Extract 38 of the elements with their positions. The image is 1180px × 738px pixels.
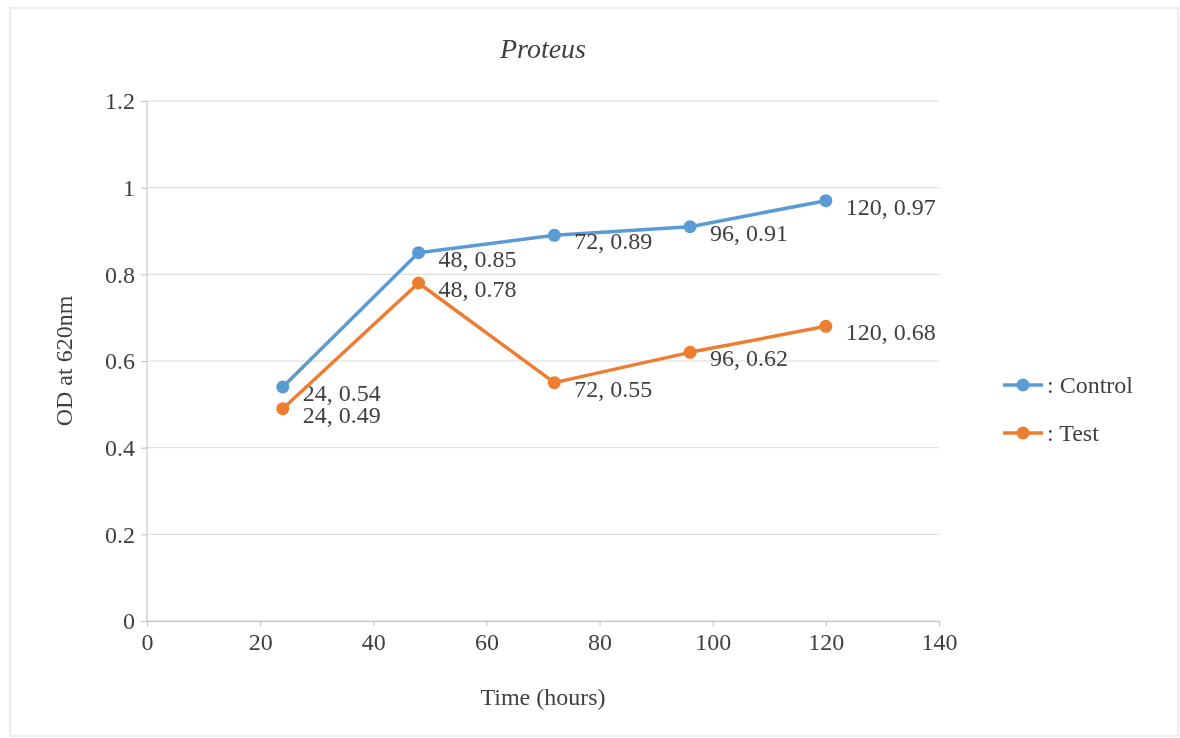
- point: [819, 319, 833, 333]
- x-tick-label: 40: [361, 629, 386, 656]
- y-axis-title: OD at 620nm: [51, 295, 77, 427]
- data-label: 96, 0.91: [710, 219, 789, 246]
- y-tick-label: 0.4: [105, 434, 135, 461]
- y-tick-label: 0.2: [105, 521, 135, 548]
- point: [276, 380, 290, 394]
- data-label: 120, 0.97: [845, 193, 936, 220]
- data-label: 96, 0.62: [710, 345, 789, 372]
- point: [276, 402, 290, 416]
- x-tick-label: 120: [808, 629, 845, 656]
- data-label: 48, 0.78: [438, 276, 517, 302]
- data-label: 72, 0.55: [574, 375, 653, 402]
- point: [819, 194, 833, 208]
- point: [412, 246, 426, 260]
- x-tick-label: 100: [695, 629, 732, 656]
- point: [547, 376, 561, 390]
- legend-label: : Test: [1047, 420, 1100, 446]
- point: [412, 276, 426, 290]
- x-tick-label: 0: [141, 629, 154, 656]
- point: [547, 228, 561, 242]
- y-tick-label: 1: [123, 174, 135, 201]
- y-tick-label: 0.8: [105, 261, 135, 288]
- x-tick-label: 60: [474, 629, 499, 656]
- point: [683, 345, 697, 359]
- legend-label: : Control: [1047, 372, 1134, 398]
- point: [683, 220, 697, 234]
- x-tick-label: 140: [921, 629, 958, 656]
- x-tick-label: 20: [248, 629, 273, 656]
- data-label: 120, 0.68: [845, 319, 936, 346]
- y-tick-label: 0.6: [105, 348, 135, 375]
- x-tick-label: 80: [588, 629, 613, 656]
- y-tick-label: 1.2: [105, 88, 135, 115]
- data-label: 48, 0.85: [438, 245, 517, 272]
- data-label: 72, 0.89: [574, 228, 653, 255]
- chart-title: Proteus: [498, 33, 587, 64]
- x-axis-title: Time (hours): [480, 684, 606, 710]
- y-tick-label: 0: [123, 608, 135, 635]
